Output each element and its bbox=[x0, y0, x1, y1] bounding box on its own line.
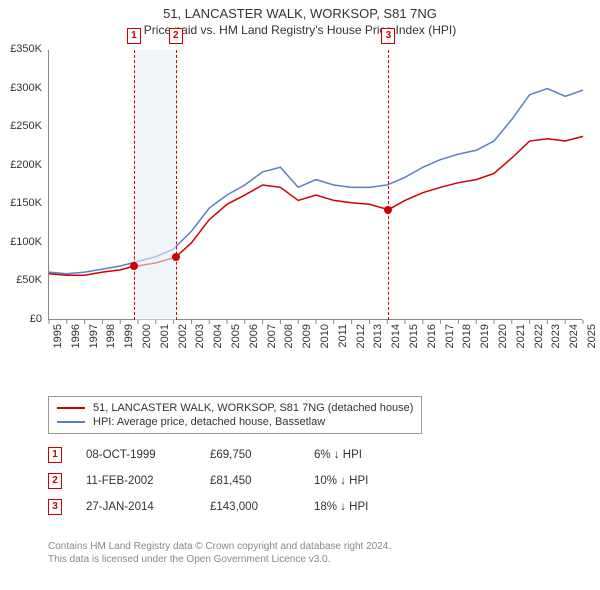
xtick-label: 2024 bbox=[568, 324, 580, 354]
xtick-label: 2001 bbox=[159, 324, 171, 354]
sales-table: 1 08-OCT-1999 £69,750 6% ↓ HPI 2 11-FEB-… bbox=[48, 442, 404, 520]
xtick-label: 2000 bbox=[141, 324, 153, 354]
legend-swatch-property bbox=[57, 407, 85, 409]
xtick-label: 2007 bbox=[266, 324, 278, 354]
ytick-label: £150K bbox=[0, 197, 42, 209]
sales-marker-2: 2 bbox=[48, 473, 62, 489]
xtick-label: 2019 bbox=[479, 324, 491, 354]
xtick-label: 2020 bbox=[497, 324, 509, 354]
sale-dot bbox=[130, 262, 138, 270]
sales-price-1: £69,750 bbox=[210, 449, 290, 461]
sales-date-1: 08-OCT-1999 bbox=[86, 449, 186, 461]
xtick-label: 2017 bbox=[444, 324, 456, 354]
chart-svg bbox=[49, 50, 583, 320]
xtick-label: 2015 bbox=[408, 324, 420, 354]
series-line-property bbox=[49, 136, 583, 275]
xtick-label: 2010 bbox=[319, 324, 331, 354]
xtick-label: 2016 bbox=[426, 324, 438, 354]
sales-price-2: £81,450 bbox=[210, 475, 290, 487]
ytick-label: £100K bbox=[0, 236, 42, 248]
sales-diff-3: 18% ↓ HPI bbox=[314, 501, 404, 513]
xtick-label: 2004 bbox=[212, 324, 224, 354]
page-subtitle: Price paid vs. HM Land Registry's House … bbox=[0, 21, 600, 41]
xtick-label: 2003 bbox=[194, 324, 206, 354]
sales-marker-3: 3 bbox=[48, 499, 62, 515]
legend-swatch-hpi bbox=[57, 421, 85, 423]
ytick-label: £350K bbox=[0, 43, 42, 55]
attribution: Contains HM Land Registry data © Crown c… bbox=[48, 540, 391, 566]
ytick-label: £300K bbox=[0, 82, 42, 94]
legend-label-hpi: HPI: Average price, detached house, Bass… bbox=[93, 416, 325, 428]
sale-dashline bbox=[388, 50, 389, 320]
legend-label-property: 51, LANCASTER WALK, WORKSOP, S81 7NG (de… bbox=[93, 402, 413, 414]
ytick-label: £50K bbox=[0, 274, 42, 286]
sale-dashline bbox=[134, 50, 135, 320]
xtick-label: 2005 bbox=[230, 324, 242, 354]
xtick-label: 1999 bbox=[123, 324, 135, 354]
sales-date-3: 27-JAN-2014 bbox=[86, 501, 186, 513]
sales-diff-2: 10% ↓ HPI bbox=[314, 475, 404, 487]
page-container: 51, LANCASTER WALK, WORKSOP, S81 7NG Pri… bbox=[0, 0, 600, 590]
legend-row-property: 51, LANCASTER WALK, WORKSOP, S81 7NG (de… bbox=[57, 401, 413, 415]
page-title: 51, LANCASTER WALK, WORKSOP, S81 7NG bbox=[0, 0, 600, 21]
chart-area: 123 £0£50K£100K£150K£200K£250K£300K£350K… bbox=[48, 50, 582, 360]
xtick-label: 2006 bbox=[248, 324, 260, 354]
attribution-line1: Contains HM Land Registry data © Crown c… bbox=[48, 540, 391, 553]
sales-row-1: 1 08-OCT-1999 £69,750 6% ↓ HPI bbox=[48, 442, 404, 468]
xtick-label: 1995 bbox=[52, 324, 64, 354]
xtick-label: 2011 bbox=[337, 324, 349, 354]
xtick-label: 2025 bbox=[586, 324, 598, 354]
xtick-label: 1996 bbox=[70, 324, 82, 354]
ytick-label: £250K bbox=[0, 120, 42, 132]
sales-price-3: £143,000 bbox=[210, 501, 290, 513]
sale-dashline bbox=[176, 50, 177, 320]
ytick-label: £200K bbox=[0, 159, 42, 171]
sale-dot bbox=[172, 253, 180, 261]
xtick-label: 2013 bbox=[372, 324, 384, 354]
xtick-label: 2023 bbox=[550, 324, 562, 354]
sales-diff-1: 6% ↓ HPI bbox=[314, 449, 404, 461]
xtick-label: 2021 bbox=[515, 324, 527, 354]
xtick-label: 2018 bbox=[461, 324, 473, 354]
legend-row-hpi: HPI: Average price, detached house, Bass… bbox=[57, 415, 413, 429]
sale-marker-box: 1 bbox=[127, 28, 141, 44]
xtick-label: 1998 bbox=[105, 324, 117, 354]
xtick-label: 2022 bbox=[533, 324, 545, 354]
sale-dot bbox=[384, 206, 392, 214]
xtick-label: 2009 bbox=[301, 324, 313, 354]
attribution-line2: This data is licensed under the Open Gov… bbox=[48, 553, 391, 566]
plot-region: 123 bbox=[48, 50, 582, 320]
sales-marker-1: 1 bbox=[48, 447, 62, 463]
sales-row-2: 2 11-FEB-2002 £81,450 10% ↓ HPI bbox=[48, 468, 404, 494]
sale-marker-box: 2 bbox=[169, 28, 183, 44]
xtick-label: 2012 bbox=[355, 324, 367, 354]
xtick-label: 2002 bbox=[177, 324, 189, 354]
shaded-band bbox=[134, 50, 176, 320]
sales-row-3: 3 27-JAN-2014 £143,000 18% ↓ HPI bbox=[48, 494, 404, 520]
legend: 51, LANCASTER WALK, WORKSOP, S81 7NG (de… bbox=[48, 396, 422, 434]
ytick-label: £0 bbox=[0, 313, 42, 325]
series-line-hpi bbox=[49, 89, 583, 274]
sales-date-2: 11-FEB-2002 bbox=[86, 475, 186, 487]
xtick-label: 2008 bbox=[283, 324, 295, 354]
xtick-label: 1997 bbox=[88, 324, 100, 354]
sale-marker-box: 3 bbox=[381, 28, 395, 44]
xtick-label: 2014 bbox=[390, 324, 402, 354]
